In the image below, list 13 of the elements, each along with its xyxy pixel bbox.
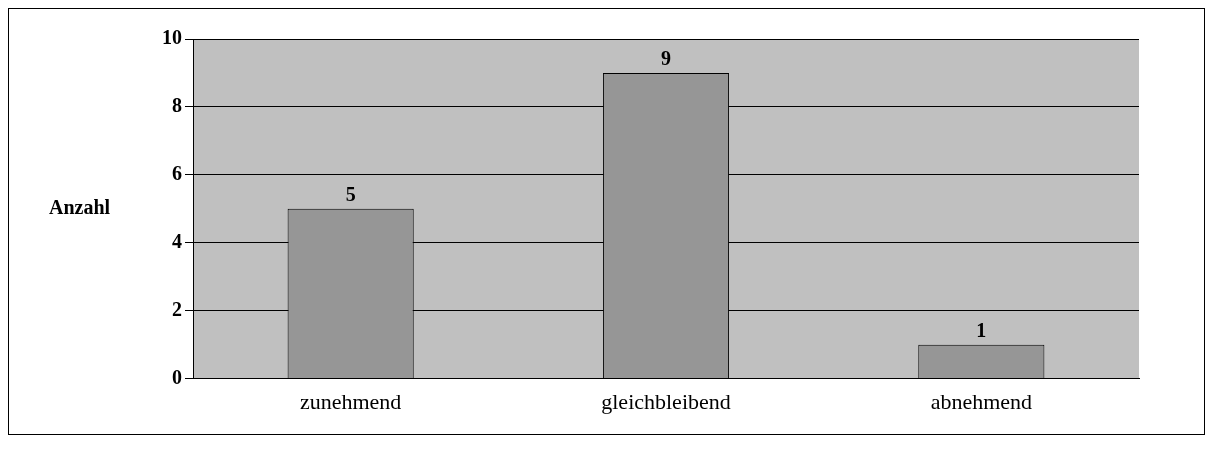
x-tick-label: gleichbleibend [601, 388, 731, 414]
x-tick-label: zunehmend [299, 388, 402, 414]
data-label: 1 [976, 318, 987, 341]
y-tick-label: 8 [172, 94, 182, 117]
y-tick-label: 2 [172, 297, 182, 320]
y-axis-title: Anzahl [49, 195, 111, 218]
data-label: 9 [661, 47, 671, 70]
y-tick-label: 0 [172, 365, 182, 388]
y-tick-label: 10 [162, 26, 182, 49]
y-tick-label: 6 [172, 162, 182, 185]
y-tick-label: 4 [172, 229, 182, 252]
x-tick-label: abnehmend [930, 388, 1033, 414]
data-label: 5 [345, 182, 356, 205]
